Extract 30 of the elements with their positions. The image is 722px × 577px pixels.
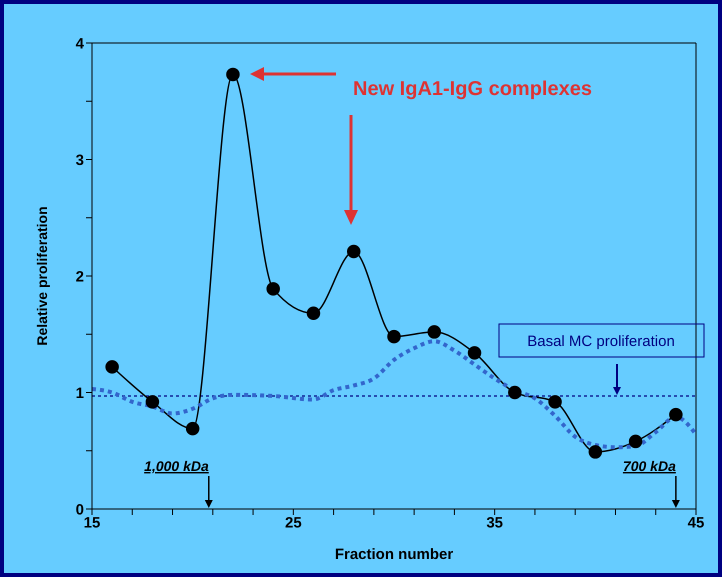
point xyxy=(548,395,562,409)
y-tick-label: 1 xyxy=(76,384,84,402)
point xyxy=(266,282,280,296)
point xyxy=(669,408,683,422)
point xyxy=(105,360,119,374)
point xyxy=(468,346,482,360)
annotation: New IgA1-IgG complexes xyxy=(353,78,592,100)
x-tick-label: 35 xyxy=(486,514,504,532)
ref-line-label: Basal MC proliferation xyxy=(527,333,675,350)
x-axis-title: Fraction number xyxy=(334,546,454,563)
point xyxy=(226,68,240,82)
annotation: 1,000 kDa xyxy=(144,458,209,474)
y-tick-label: 4 xyxy=(76,35,85,52)
point xyxy=(628,434,642,448)
point xyxy=(508,386,522,400)
point xyxy=(146,395,160,409)
y-axis-title: Relative proliferation xyxy=(34,206,50,346)
annotation: 700 kDa xyxy=(622,458,676,474)
point xyxy=(186,422,200,436)
x-tick-label: 45 xyxy=(688,514,704,532)
y-tick-label: 0 xyxy=(76,501,84,518)
point xyxy=(428,325,442,339)
point xyxy=(346,244,360,258)
y-tick-label: 2 xyxy=(76,268,84,286)
y-tick-label: 3 xyxy=(76,152,84,169)
point xyxy=(588,445,602,459)
x-tick-label: 15 xyxy=(84,514,100,532)
x-tick-label: 25 xyxy=(284,514,302,532)
point xyxy=(306,306,320,320)
point xyxy=(387,330,401,344)
